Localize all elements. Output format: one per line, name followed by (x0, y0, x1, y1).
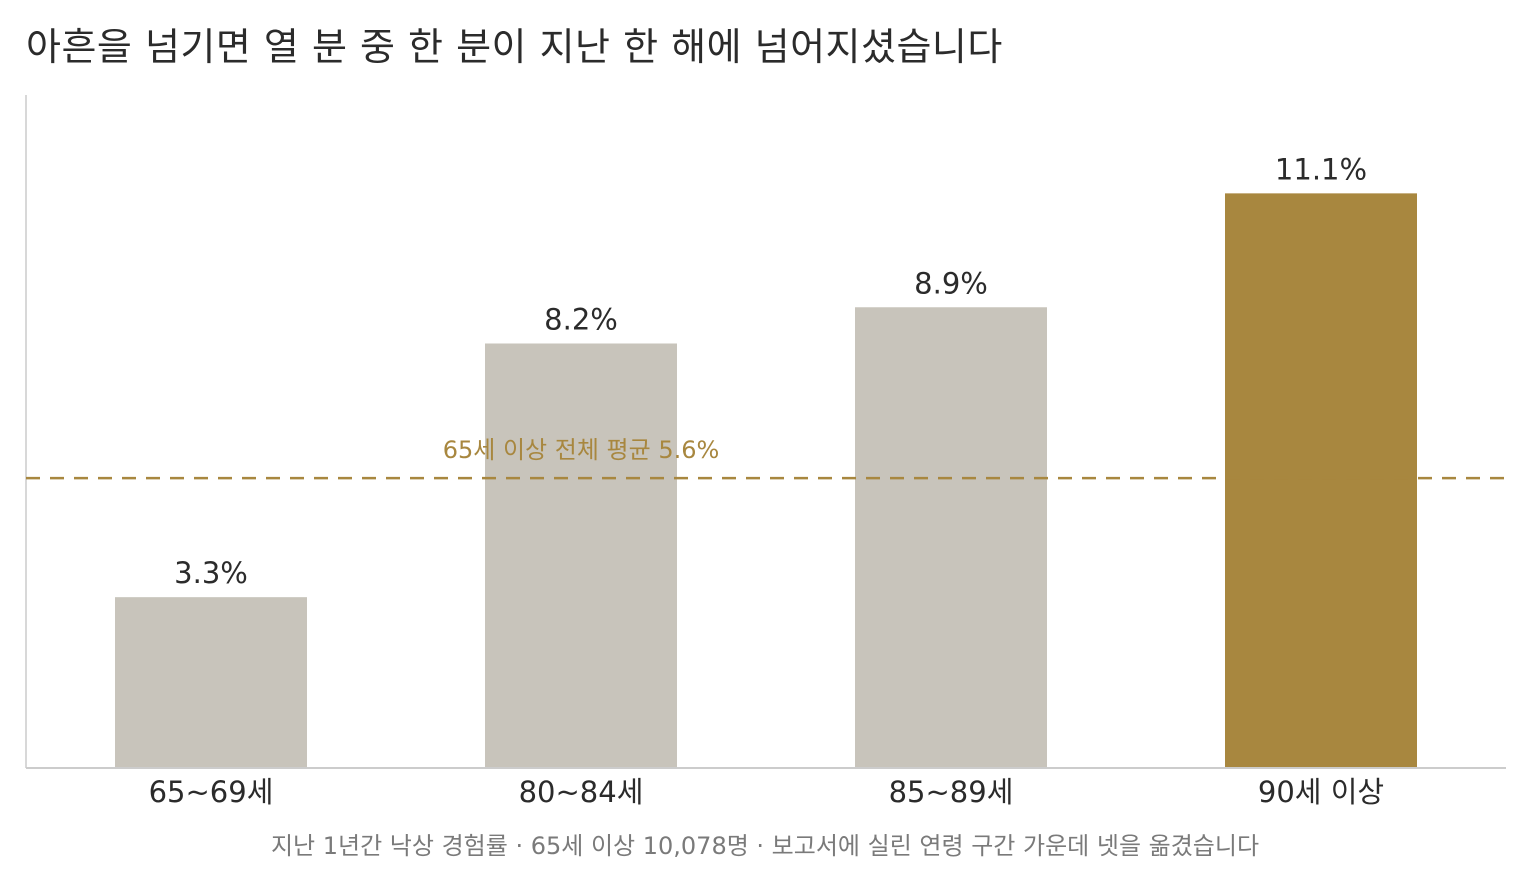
bar (485, 343, 677, 768)
bar (855, 307, 1047, 768)
x-tick-label: 80~84세 (519, 775, 644, 809)
data-label: 8.9% (914, 266, 988, 300)
bar (1225, 193, 1417, 768)
data-label: 8.2% (544, 302, 618, 336)
chart-title: 아흔을 넘기면 열 분 중 한 분이 지난 한 해에 넘어지셨습니다 (26, 25, 1003, 69)
data-label: 3.3% (174, 556, 248, 590)
x-tick-label: 90세 이상 (1258, 775, 1384, 809)
chart-caption: 지난 1년간 낙상 경험률 · 65세 이상 10,078명 · 보고서에 실린… (270, 832, 1260, 860)
data-label: 11.1% (1275, 152, 1367, 186)
x-tick-label: 65~69세 (149, 775, 274, 809)
average-reference-label: 65세 이상 전체 평균 5.6% (443, 436, 720, 464)
bar (115, 597, 307, 768)
x-tick-label: 85~89세 (889, 775, 1014, 809)
